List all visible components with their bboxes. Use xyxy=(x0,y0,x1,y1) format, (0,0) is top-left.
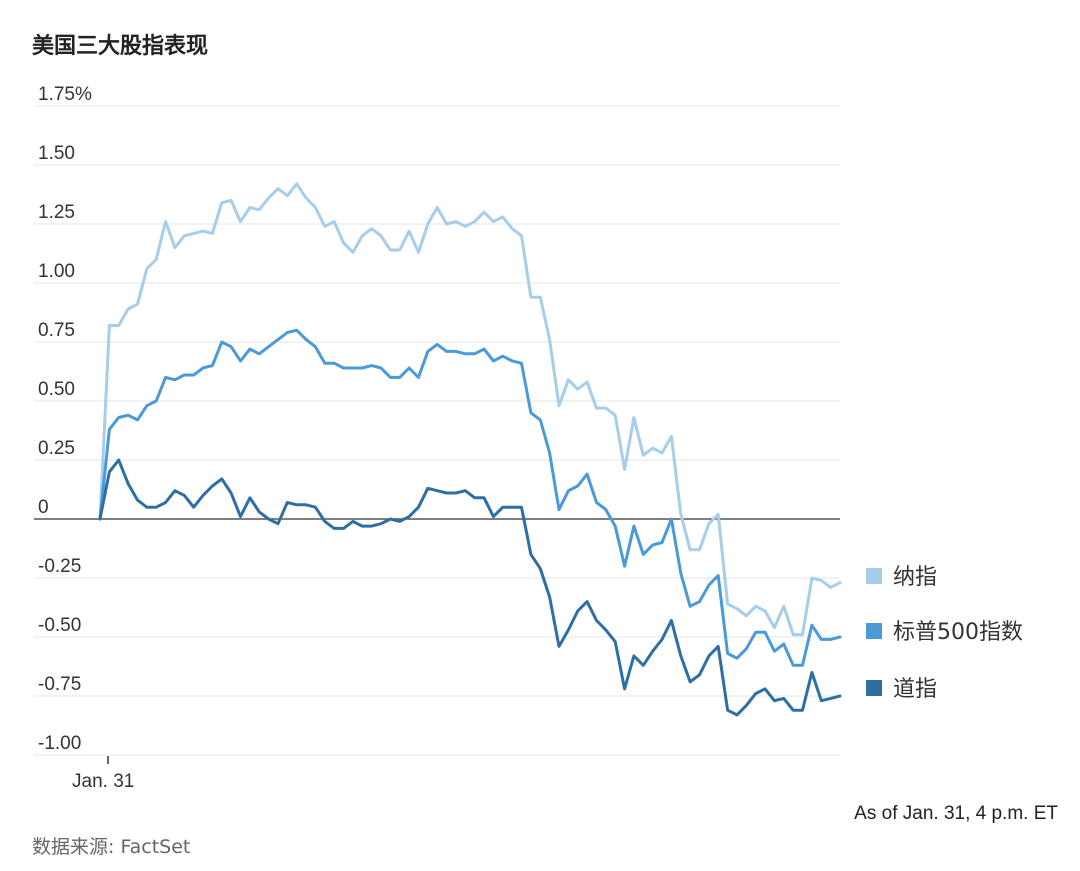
legend-label: 道指 xyxy=(893,677,937,702)
y-tick-label: 0 xyxy=(38,497,49,518)
y-tick-label: 1.25 xyxy=(38,202,75,223)
legend-swatch xyxy=(866,623,882,639)
y-tick-label: 1.50 xyxy=(38,143,75,164)
chart-title: 美国三大股指表现 xyxy=(32,34,209,59)
x-tick-label: Jan. 31 xyxy=(72,771,134,792)
legend-swatch xyxy=(866,568,882,584)
legend-label: 纳指 xyxy=(893,565,937,590)
x-axis: Jan. 31 xyxy=(72,756,134,792)
y-tick-label: -0.25 xyxy=(38,556,81,577)
y-tick-label: 0.50 xyxy=(38,379,75,400)
series-line-1 xyxy=(98,328,842,667)
as-of-note: As of Jan. 31, 4 p.m. ET xyxy=(854,803,1058,824)
y-tick-label: 1.00 xyxy=(38,261,75,282)
grid-lines xyxy=(34,105,840,756)
series-line-0 xyxy=(98,182,842,637)
source-note: 数据来源: FactSet xyxy=(32,836,191,858)
legend-label: 标普500指数 xyxy=(893,620,1023,645)
y-tick-label: 0.75 xyxy=(38,320,75,341)
y-tick-label: -0.75 xyxy=(38,674,81,695)
y-tick-label: -1.00 xyxy=(38,733,81,754)
legend-swatch xyxy=(866,680,882,696)
series-lines xyxy=(98,182,842,717)
y-tick-label: 1.75% xyxy=(38,84,92,105)
y-tick-label: -0.50 xyxy=(38,615,81,636)
y-tick-label: 0.25 xyxy=(38,438,75,459)
y-axis-ticks: 1.75% 1.50 1.25 1.00 0.75 0.50 0.25 0 -0.25 -0.50… xyxy=(38,84,92,754)
series-line-2 xyxy=(98,458,842,717)
